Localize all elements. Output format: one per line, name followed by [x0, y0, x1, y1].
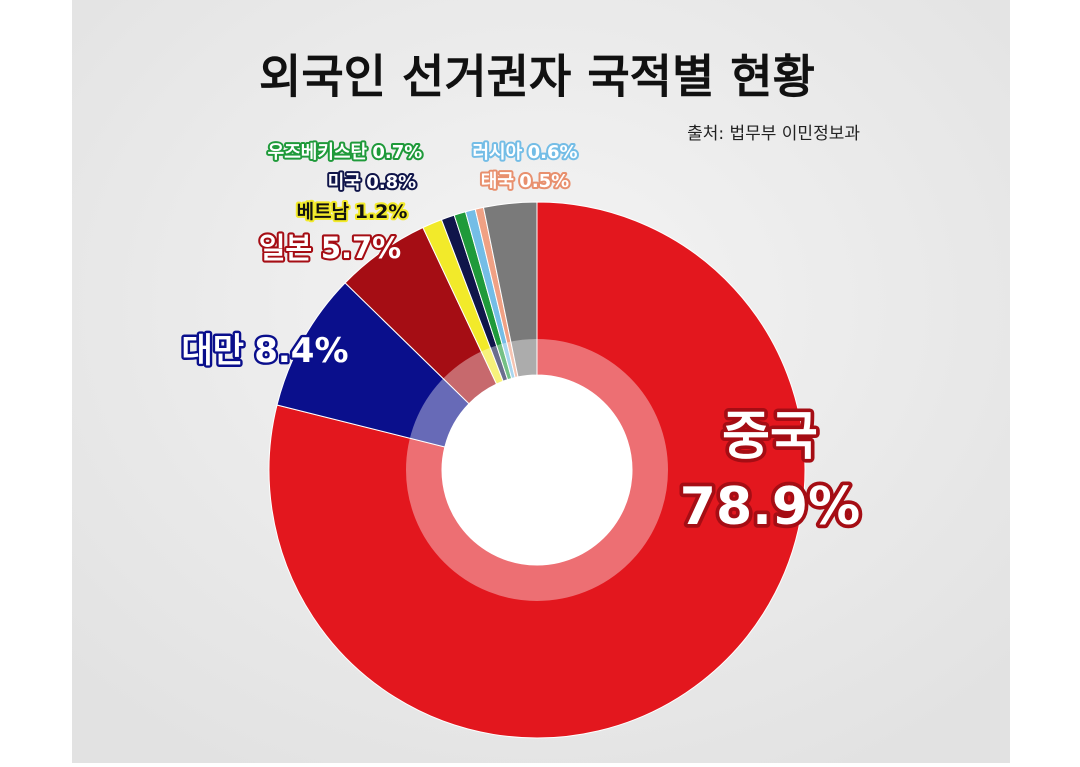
data-label-value: 5.7%	[321, 231, 401, 265]
data-label-name: 대만	[181, 331, 244, 371]
data-label-value: 0.8%	[366, 172, 416, 193]
data-label-value: 78.9%	[680, 477, 860, 537]
slices	[268, 201, 806, 739]
data-label-name: 미국	[328, 172, 361, 193]
data-label-name: 우즈베키스탄	[268, 142, 368, 163]
source: 출처: 법무부 이민정보과	[687, 124, 860, 144]
data-label-name: 일본	[259, 231, 312, 265]
data-label-value: 0.6%	[528, 142, 578, 163]
inner-ring	[406, 339, 668, 601]
data-label: 러시아 0.6%	[472, 142, 577, 163]
data-label-value: 0.5%	[519, 171, 569, 192]
data-label: 베트남 1.2%	[297, 201, 408, 223]
data-label-name: 베트남	[297, 201, 350, 223]
data-label: 우즈베키스탄 0.7%	[268, 142, 423, 163]
data-label-name: 러시아	[472, 142, 522, 163]
data-label: 일본 5.7%	[259, 231, 402, 265]
chart-title: 외국인 선거권자 국적별 현황	[259, 50, 815, 104]
data-label-name: 중국	[722, 407, 818, 467]
data-label: 미국 0.8%	[328, 172, 416, 193]
data-label-value: 0.7%	[372, 142, 422, 163]
donut-hole	[442, 375, 632, 565]
data-label-name: 태국	[481, 171, 514, 192]
data-label-value: 8.4%	[254, 331, 348, 371]
data-label: 대만 8.4%	[181, 331, 348, 371]
data-label-value: 1.2%	[355, 201, 408, 223]
data-label: 태국 0.5%	[481, 171, 569, 192]
